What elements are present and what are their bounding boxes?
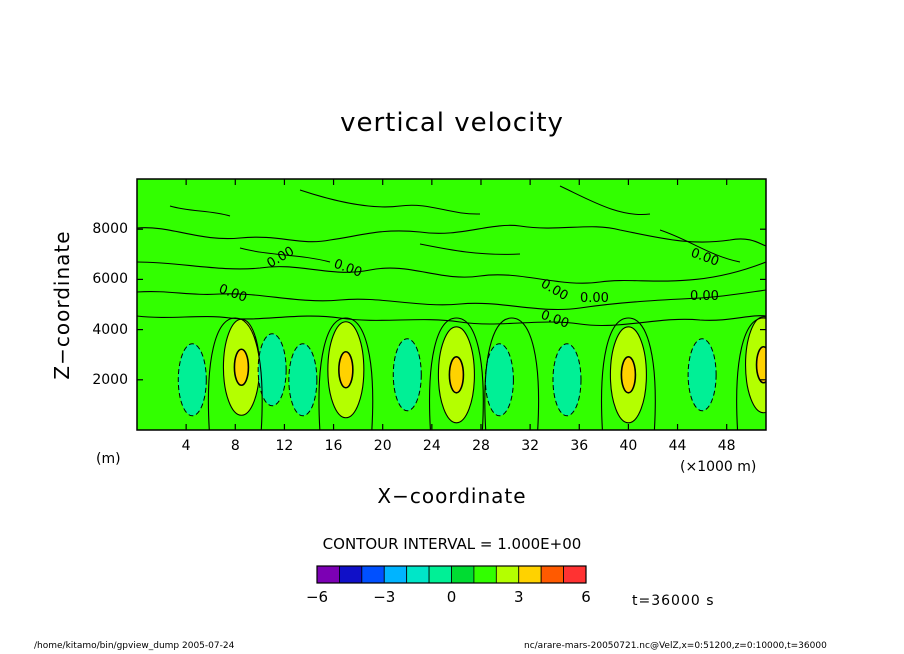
peak-velocity-core bbox=[620, 355, 637, 394]
footer-source: nc/arare-mars-20050721.nc@VelZ,x=0:51200… bbox=[524, 641, 827, 651]
contour-line bbox=[239, 247, 331, 263]
y-tick-label: 4000 bbox=[92, 321, 128, 338]
y-tick-label: 6000 bbox=[92, 271, 128, 288]
contour-line bbox=[659, 229, 741, 263]
chart-title: vertical velocity bbox=[340, 108, 564, 138]
x-tick-label: 4 bbox=[181, 438, 191, 454]
contour-line bbox=[736, 317, 766, 430]
negative-velocity-cell bbox=[552, 343, 582, 417]
negative-velocity-cell bbox=[288, 343, 318, 417]
plot-frame bbox=[136, 178, 767, 431]
contour-label: 0.00 bbox=[580, 291, 609, 306]
y-tick-label: 2000 bbox=[92, 371, 128, 388]
x-tick-label: 24 bbox=[422, 438, 441, 454]
negative-velocity-cell bbox=[687, 338, 717, 412]
x-tick-label: 16 bbox=[324, 438, 343, 454]
colorbar-swatch bbox=[473, 565, 497, 584]
colorbar-swatch bbox=[451, 565, 475, 584]
x-tick-label: 48 bbox=[717, 438, 736, 454]
contour-line bbox=[419, 243, 521, 255]
footer-path: /home/kitamo/bin/gpview_dump 2005-07-24 bbox=[34, 641, 235, 651]
contour-line bbox=[318, 317, 374, 430]
y-axis-label: Z−coordinate bbox=[50, 230, 74, 380]
contour-line bbox=[299, 189, 481, 215]
negative-velocity-cell bbox=[177, 343, 207, 417]
x-tick-label: 28 bbox=[472, 438, 490, 454]
colorbar-swatch bbox=[406, 565, 430, 584]
colorbar-frame bbox=[316, 565, 587, 584]
colorbar-tick-label: −6 bbox=[305, 588, 329, 606]
peak-velocity-core bbox=[338, 350, 354, 389]
peak-velocity-core bbox=[233, 348, 250, 387]
contour-line bbox=[484, 317, 540, 430]
colorbar-swatch bbox=[339, 565, 363, 584]
contour-line bbox=[601, 317, 656, 430]
x-axis-label: X−coordinate bbox=[377, 484, 527, 508]
time-label: t=36000 s bbox=[632, 593, 715, 609]
colorbar-swatch bbox=[316, 565, 340, 584]
colorbar-swatch bbox=[540, 565, 564, 584]
negative-velocity-cell bbox=[484, 343, 514, 417]
x-tick-label: 20 bbox=[373, 438, 392, 454]
negative-velocity-cell bbox=[392, 338, 422, 412]
x-tick-label: 44 bbox=[668, 438, 687, 454]
contour-interval-label: CONTOUR INTERVAL = 1.000E+00 bbox=[322, 535, 582, 553]
colorbar-swatch bbox=[428, 565, 452, 584]
x-tick-label: 8 bbox=[230, 438, 240, 454]
contour-line bbox=[137, 289, 766, 311]
contour-line bbox=[137, 315, 766, 327]
contour-line bbox=[137, 261, 766, 284]
y-axis-units: (m) bbox=[96, 451, 121, 467]
x-tick-label: 40 bbox=[619, 438, 638, 454]
colorbar-tick-label: 3 bbox=[513, 588, 524, 606]
colorbar-swatch bbox=[495, 565, 520, 584]
contour-line bbox=[169, 205, 231, 217]
contour-label: 0.00 bbox=[690, 289, 719, 304]
colorbar-tick-label: 0 bbox=[446, 588, 457, 606]
colorbar-swatch bbox=[383, 565, 408, 584]
x-tick-label: 32 bbox=[521, 438, 540, 454]
peak-velocity-core bbox=[448, 355, 465, 394]
x-axis-units: (×1000 m) bbox=[680, 459, 757, 475]
colorbar-swatch bbox=[361, 565, 385, 584]
x-tick-label: 12 bbox=[275, 438, 294, 454]
y-tick-label: 8000 bbox=[92, 221, 128, 238]
contour-line bbox=[207, 317, 263, 430]
contour-line bbox=[137, 224, 766, 247]
colorbar-swatch bbox=[563, 565, 587, 584]
colorbar-swatch bbox=[518, 565, 542, 584]
colorbar-tick-label: −3 bbox=[373, 588, 396, 606]
negative-velocity-cell bbox=[257, 333, 287, 407]
contour-line bbox=[429, 317, 484, 430]
peak-velocity-core bbox=[755, 345, 766, 384]
contour-line bbox=[559, 185, 651, 216]
x-tick-label: 36 bbox=[570, 438, 589, 454]
colorbar-tick-label: 6 bbox=[581, 588, 591, 606]
